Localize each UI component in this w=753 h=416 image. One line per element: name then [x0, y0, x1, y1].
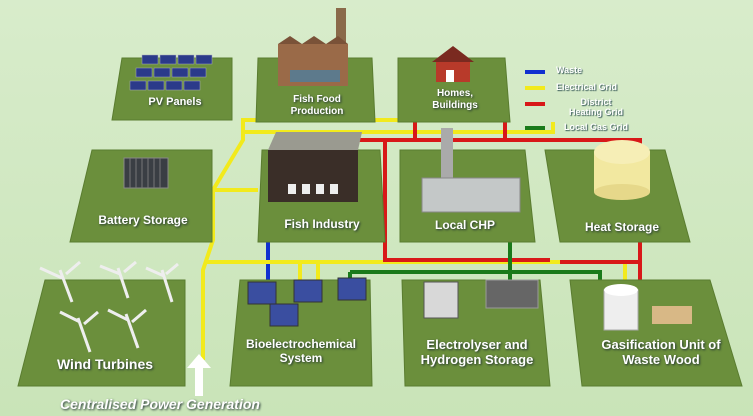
node-label: Fish Industry [262, 218, 382, 232]
node-label: Electrolyser and Hydrogen Storage [402, 338, 552, 368]
caption: Centralised Power Generation [60, 396, 320, 412]
battery-icon [124, 158, 168, 188]
legend-label: District Heating Grid [566, 98, 626, 118]
heat-storage-icon [594, 140, 650, 200]
node-label: Homes, Buildings [415, 88, 495, 111]
node-label: PV Panels [120, 96, 230, 109]
node-label: Gasification Unit of Waste Wood [586, 338, 736, 368]
tile [570, 280, 742, 386]
node-label: Wind Turbines [30, 356, 180, 372]
legend-label: Local Gas Grid [564, 123, 654, 133]
house-icon [432, 46, 474, 82]
legend-label: Waste [556, 66, 636, 76]
arrow [187, 354, 211, 396]
node-label: Bioelectrochemical System [226, 338, 376, 366]
legend [525, 72, 545, 128]
legend-label: Electrical Grid [556, 83, 636, 93]
diagram: PV Panels Fish Food Production Homes, Bu… [0, 0, 753, 416]
node-label: Local CHP [405, 219, 525, 233]
factory-icon [278, 8, 348, 86]
node-label: Heat Storage [562, 221, 682, 235]
fish-industry-icon [268, 132, 362, 202]
node-label: Fish Food Production [272, 94, 362, 117]
node-label: Battery Storage [78, 214, 208, 228]
